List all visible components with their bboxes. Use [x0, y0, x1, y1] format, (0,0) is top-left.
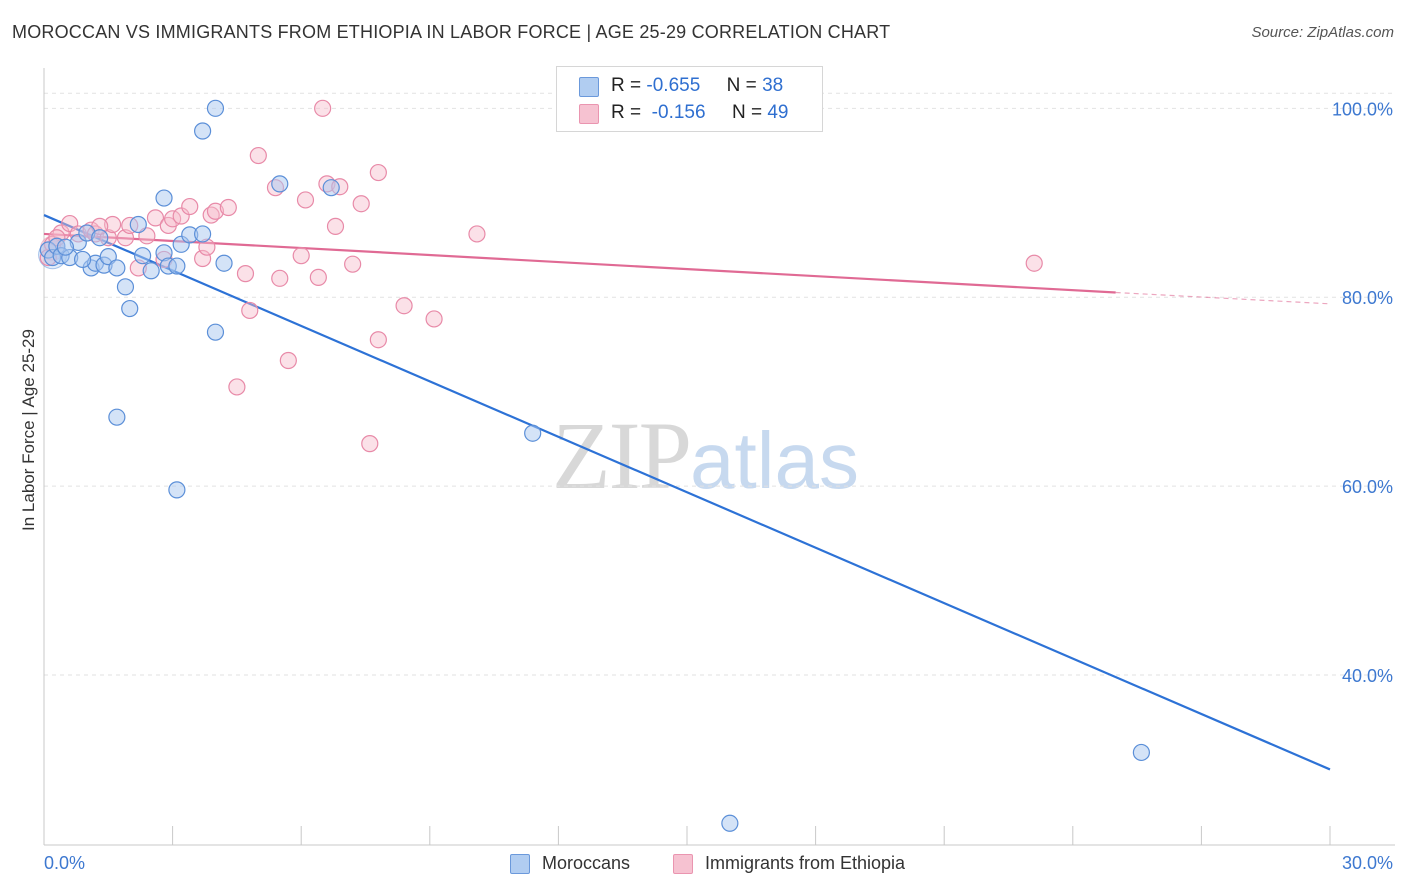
- bottom-legend-label-moroccans: Moroccans: [542, 853, 631, 873]
- bottom-legend-label-ethiopia: Immigrants from Ethiopia: [705, 853, 906, 873]
- tick-labels: 40.0% 60.0% 80.0% 100.0% 0.0% 30.0%: [44, 99, 1393, 873]
- source-label: Source: ZipAtlas.com: [1251, 24, 1394, 41]
- y-tick-label: 100.0%: [1332, 99, 1393, 119]
- moroccan-point: [108, 408, 126, 426]
- y-tick-label: 80.0%: [1342, 288, 1393, 308]
- ethiopia-point: [279, 351, 297, 370]
- ethiopia-point: [138, 227, 156, 245]
- moroccan-point: [168, 481, 186, 499]
- moroccan-point: [1132, 743, 1150, 762]
- moroccan-point: [721, 814, 739, 832]
- moroccan-point: [194, 225, 212, 243]
- ethiopia-point: [352, 195, 370, 213]
- ethiopia-point: [369, 331, 387, 349]
- legend-n-label: N =: [726, 75, 757, 96]
- moroccan-point: [215, 254, 233, 272]
- ethiopia-point: [228, 378, 246, 396]
- ethiopia-trend-extension: [1115, 291, 1331, 305]
- legend-swatch-moroccans: [579, 77, 599, 97]
- ethiopia-point: [103, 215, 122, 234]
- legend-r-label: R =: [611, 75, 642, 96]
- moroccan-point: [194, 122, 212, 140]
- moroccan-point: [133, 247, 152, 265]
- moroccan-point: [116, 278, 135, 296]
- axes: [43, 68, 1395, 846]
- x-tick-label: 0.0%: [44, 853, 85, 873]
- watermark: ZIPatlas: [552, 400, 859, 511]
- ethiopia-point: [181, 197, 199, 216]
- ethiopia-point: [194, 249, 212, 268]
- ethiopia-point: [361, 435, 379, 453]
- ethiopia-trend-line: [43, 232, 1116, 294]
- moroccan-point: [73, 250, 92, 269]
- watermark-zip: ZIP: [552, 402, 692, 509]
- grid-lines: [44, 92, 1395, 676]
- legend-text-ethiopia: R = -0.156 N = 49: [611, 102, 788, 124]
- moroccan-point: [56, 238, 75, 256]
- ethiopia-point: [146, 209, 165, 227]
- y-axis-label-wrap: In Labor Force | Age 25-29: [17, 280, 41, 580]
- legend-text-moroccans: R = -0.655 N = 38: [611, 75, 783, 97]
- trend-lines: [43, 214, 1331, 771]
- ethiopia-point: [1025, 254, 1043, 272]
- moroccan-point: [121, 299, 139, 318]
- moroccan-point: [99, 248, 117, 266]
- bottom-legend-swatch-moroccans: [510, 854, 530, 874]
- correlation-legend: R = -0.655 N = 38 R = -0.156 N = 49: [556, 66, 823, 132]
- moroccan-point: [91, 229, 109, 247]
- moroccan-point: [524, 424, 542, 442]
- data-points: [38, 99, 1150, 832]
- moroccan-point: [142, 262, 160, 280]
- ethiopia-point: [236, 265, 255, 283]
- ethiopia-point: [314, 99, 332, 117]
- ethiopia-point: [249, 146, 267, 165]
- y-tick-label: 40.0%: [1342, 666, 1393, 686]
- chart-title: MOROCCAN VS IMMIGRANTS FROM ETHIOPIA IN …: [12, 22, 891, 42]
- moroccan-point: [206, 99, 225, 117]
- ethiopia-point: [219, 198, 237, 217]
- ethiopia-point: [241, 301, 259, 320]
- ethiopia-point: [172, 207, 190, 225]
- ethiopia-point: [271, 269, 289, 287]
- moroccan-point: [271, 175, 289, 193]
- ethiopia-point: [425, 310, 443, 328]
- legend-r-value: -0.156: [651, 102, 706, 123]
- moroccan-point: [206, 323, 225, 341]
- moroccan-point: [129, 215, 147, 234]
- ethiopia-point: [296, 191, 315, 209]
- moroccan-trend-line: [43, 214, 1331, 771]
- moroccan-point: [155, 189, 173, 207]
- legend-r-label: R =: [611, 102, 642, 123]
- ethiopia-point: [309, 268, 327, 286]
- ethiopia-point: [369, 163, 387, 182]
- bottom-legend-swatch-ethiopia: [673, 854, 693, 874]
- ethiopia-point: [468, 225, 486, 243]
- legend-swatch-ethiopia: [579, 104, 599, 124]
- moroccan-point: [322, 179, 340, 197]
- legend-n-value: 49: [767, 102, 789, 123]
- watermark-atlas: atlas: [690, 416, 859, 505]
- x-tick-label: 30.0%: [1342, 853, 1393, 873]
- y-axis-label: In Labor Force | Age 25-29: [19, 329, 38, 531]
- legend-n-label: N =: [731, 102, 763, 123]
- ethiopia-point: [326, 217, 345, 235]
- ethiopia-point: [292, 247, 310, 265]
- ethiopia-point: [395, 297, 413, 315]
- legend-n-value: 38: [762, 75, 784, 96]
- moroccan-point: [108, 259, 126, 277]
- legend-r-value: -0.655: [646, 75, 701, 96]
- ethiopia-point: [206, 202, 225, 220]
- ethiopia-point: [344, 255, 362, 273]
- y-tick-label: 60.0%: [1342, 477, 1393, 497]
- moroccan-point: [168, 257, 186, 275]
